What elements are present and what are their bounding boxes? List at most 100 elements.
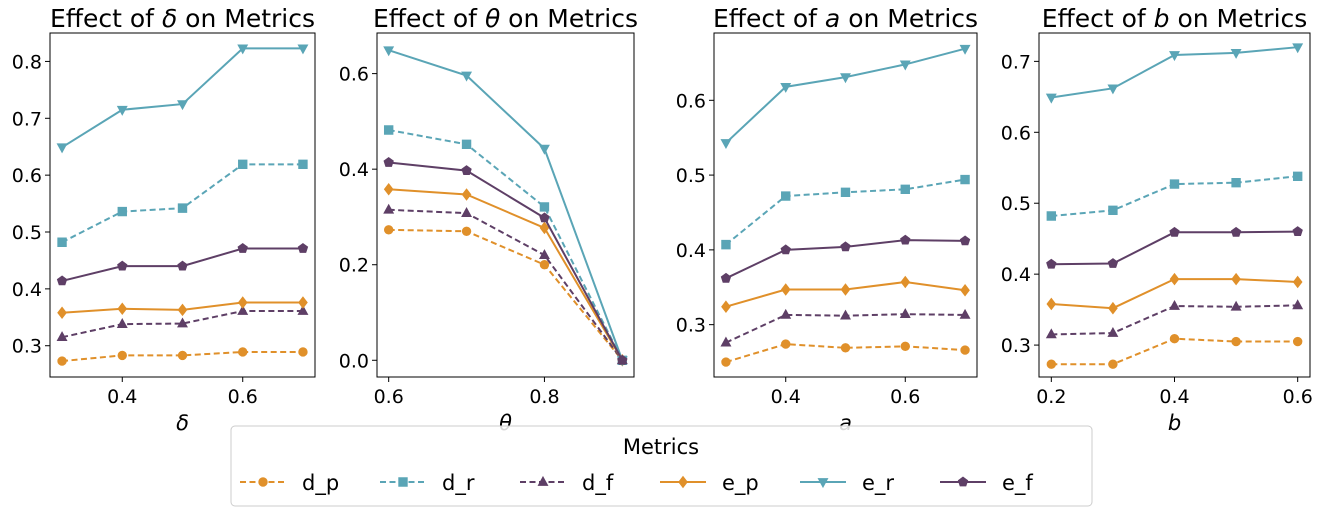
legend-item-e-f[interactable]: e_f (940, 471, 1033, 496)
x-tick-label: 0.2 (1036, 386, 1066, 408)
data-point (539, 221, 550, 235)
data-point (959, 44, 971, 55)
legend-item-d-r[interactable]: d_r (380, 471, 475, 496)
plot-frame (376, 32, 635, 378)
data-point (177, 350, 188, 361)
subplot-title: Effect of b on Metrics (1042, 4, 1308, 33)
plot-frame (1038, 32, 1311, 378)
series-line (388, 49, 624, 361)
data-point (383, 157, 394, 167)
data-point (298, 347, 308, 357)
data-point (721, 300, 731, 313)
data-point (539, 212, 550, 223)
data-point (237, 44, 249, 55)
legend-marker (398, 477, 408, 487)
title-symbol: δ (162, 4, 177, 33)
series-line (725, 47, 966, 144)
data-point (117, 350, 127, 361)
data-point (177, 317, 188, 328)
legend-marker (957, 476, 969, 487)
legend-label: e_p (722, 471, 759, 496)
y-tick-label: 0.4 (676, 240, 706, 262)
x-tick-label: 0.6 (1283, 386, 1313, 408)
data-point (298, 296, 308, 309)
data-point (1292, 275, 1303, 289)
data-point (900, 234, 911, 245)
subplot-4: Effect of b on Metrics 0.2 0.4 0.6 0.3 0.4 0.5… (1001, 4, 1313, 435)
series-e-r (1045, 43, 1304, 104)
series-d-f (720, 308, 971, 347)
data-point (297, 44, 309, 55)
title-prefix: Effect of (50, 4, 162, 33)
title-prefix: Effect of (1042, 4, 1154, 33)
data-point (1107, 326, 1119, 337)
data-point (1169, 51, 1180, 62)
data-point (1046, 258, 1057, 269)
data-point (1108, 205, 1118, 216)
legend-item-e-r[interactable]: e_r (800, 471, 894, 496)
title-symbol: b (1154, 4, 1170, 33)
data-point (1292, 226, 1303, 237)
title-suffix: on Metrics (500, 4, 638, 33)
legend-item-d-f[interactable]: d_f (520, 471, 614, 496)
data-point (1292, 43, 1304, 54)
series-e-f (383, 157, 628, 365)
legend-item-e-p[interactable]: e_p (660, 471, 759, 496)
legend-label: d_r (442, 471, 475, 496)
data-point (959, 308, 971, 319)
legend-label: e_f (1002, 471, 1033, 496)
y-tick-label: 0.2 (339, 255, 369, 277)
series-d-f (383, 203, 628, 365)
series-d-r (383, 125, 628, 365)
data-point (237, 243, 248, 253)
data-point (297, 304, 309, 315)
data-point (1169, 299, 1180, 310)
data-point (1045, 328, 1057, 339)
y-tick-label: 0.5 (12, 222, 42, 244)
data-point (960, 345, 970, 355)
data-point (1230, 226, 1242, 237)
title-symbol: θ (485, 4, 500, 33)
data-point (840, 73, 851, 84)
y-tick-label: 0.6 (1001, 122, 1031, 144)
series-d-p (57, 347, 308, 366)
subplot-title: Effect of a on Metrics (713, 4, 978, 33)
plot-frame (49, 32, 316, 378)
data-point (116, 318, 128, 328)
data-point (539, 260, 550, 270)
series-line (61, 47, 303, 149)
legend-marker (817, 478, 829, 489)
series-d-f (56, 304, 309, 342)
data-point (1046, 297, 1057, 311)
y-tick-label: 0.0 (339, 350, 369, 372)
series-e-f (720, 234, 971, 283)
title-suffix: on Metrics (840, 4, 978, 33)
data-point (383, 225, 394, 235)
x-tick-label: 0.4 (771, 386, 801, 408)
y-tick-label: 0.6 (12, 165, 42, 187)
y-tick-label: 0.5 (1001, 193, 1031, 215)
series-line (725, 343, 966, 363)
data-point (298, 159, 308, 170)
data-point (539, 202, 550, 212)
data-point (1108, 359, 1118, 369)
data-point (780, 244, 791, 255)
data-point (297, 243, 309, 253)
y-tick-label: 0.7 (1001, 51, 1031, 73)
data-point (781, 191, 791, 201)
title-suffix: on Metrics (1170, 4, 1308, 33)
y-tick-label: 0.3 (676, 315, 706, 337)
series-line (61, 163, 303, 244)
data-point (780, 308, 792, 319)
data-point (383, 125, 394, 135)
legend-item-d-p[interactable]: d_p (240, 471, 339, 496)
x-tick-label: 0.6 (890, 386, 920, 408)
data-point (617, 354, 628, 365)
data-point (1292, 299, 1304, 310)
data-point (900, 184, 910, 194)
data-point (238, 347, 248, 357)
series-e-p (1046, 272, 1303, 315)
data-point (538, 144, 550, 155)
data-point (56, 331, 68, 342)
data-point (57, 356, 67, 366)
